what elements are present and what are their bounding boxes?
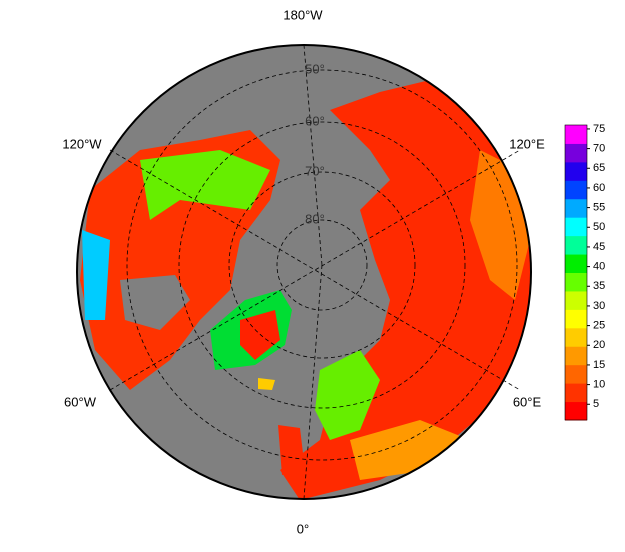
colorbar-segment — [565, 180, 587, 200]
map — [76, 44, 532, 500]
colorbar-segment — [565, 125, 587, 144]
lat-label: 80° — [305, 211, 325, 226]
lat-label: 70° — [305, 163, 325, 178]
europe — [350, 420, 470, 480]
colorbar-segment — [565, 327, 587, 347]
lon-label: 180°W — [283, 7, 323, 22]
colorbar-tick-label: 25 — [593, 320, 605, 332]
lat-label: 50° — [305, 61, 325, 76]
colorbar-segment — [565, 217, 587, 237]
colorbar-segment — [565, 401, 587, 421]
colorbar-tick-label: 20 — [593, 339, 605, 351]
map-border — [76, 44, 532, 500]
hudson-bay — [120, 275, 190, 330]
colorbar-segment — [565, 198, 587, 218]
colorbar-tick-label: 40 — [593, 261, 605, 273]
graticule — [109, 44, 521, 500]
colorbar-tick-label: 60 — [593, 182, 605, 194]
lon-label: 60°W — [64, 394, 97, 409]
colorbar-segment — [565, 346, 587, 366]
meridian — [303, 44, 323, 266]
colorbar-segment — [565, 161, 587, 181]
colorbar-segment — [565, 254, 587, 273]
colorbar-segment — [565, 290, 587, 310]
iceland — [258, 378, 275, 390]
lon-label: 0° — [297, 521, 309, 536]
land — [80, 80, 531, 499]
colorbar-tick-label: 10 — [593, 379, 605, 391]
colorbar-tick-label: 65 — [593, 162, 605, 174]
colorbar-tick-label: 5 — [593, 398, 599, 410]
lat-circle — [126, 69, 518, 461]
colorbar-segment — [565, 383, 587, 403]
colorbar-tick-label: 70 — [593, 143, 605, 155]
colorbar-tick-label: 45 — [593, 241, 605, 253]
colorbar-tick-label: 15 — [593, 359, 605, 371]
colorbar-tick-label: 50 — [593, 221, 605, 233]
colorbar-segment — [565, 272, 587, 292]
colorbar-segment — [565, 143, 587, 163]
colorbar-segment — [565, 235, 587, 255]
colorbar-tick-label: 30 — [593, 300, 605, 312]
colorbar: 5 10 15 20 25 30 35 40 45 50 55 60 65 70 75 — [564, 123, 605, 421]
british-isles — [278, 425, 305, 475]
meridian — [109, 149, 521, 391]
colorbar-tick-label: 75 — [593, 123, 605, 135]
lat-circle — [276, 219, 368, 311]
meridian — [109, 149, 521, 391]
colorbar-segment — [565, 364, 587, 384]
scandinavia — [315, 350, 380, 440]
colorbar-tick-label: 55 — [593, 202, 605, 214]
lon-label: 120°W — [62, 136, 102, 151]
alaska-west — [82, 230, 110, 320]
lat-circle — [178, 121, 466, 409]
lat-label: 60° — [305, 113, 325, 128]
lon-label: 60°E — [513, 394, 542, 409]
colorbar-tick-label: 35 — [593, 280, 605, 292]
colorbar-segment — [565, 309, 587, 329]
canada-north — [140, 150, 270, 220]
colorbar-frame — [564, 124, 588, 421]
greenland-interior — [240, 310, 280, 360]
lon-label: 120°E — [509, 136, 545, 151]
lat-circle — [228, 171, 416, 359]
